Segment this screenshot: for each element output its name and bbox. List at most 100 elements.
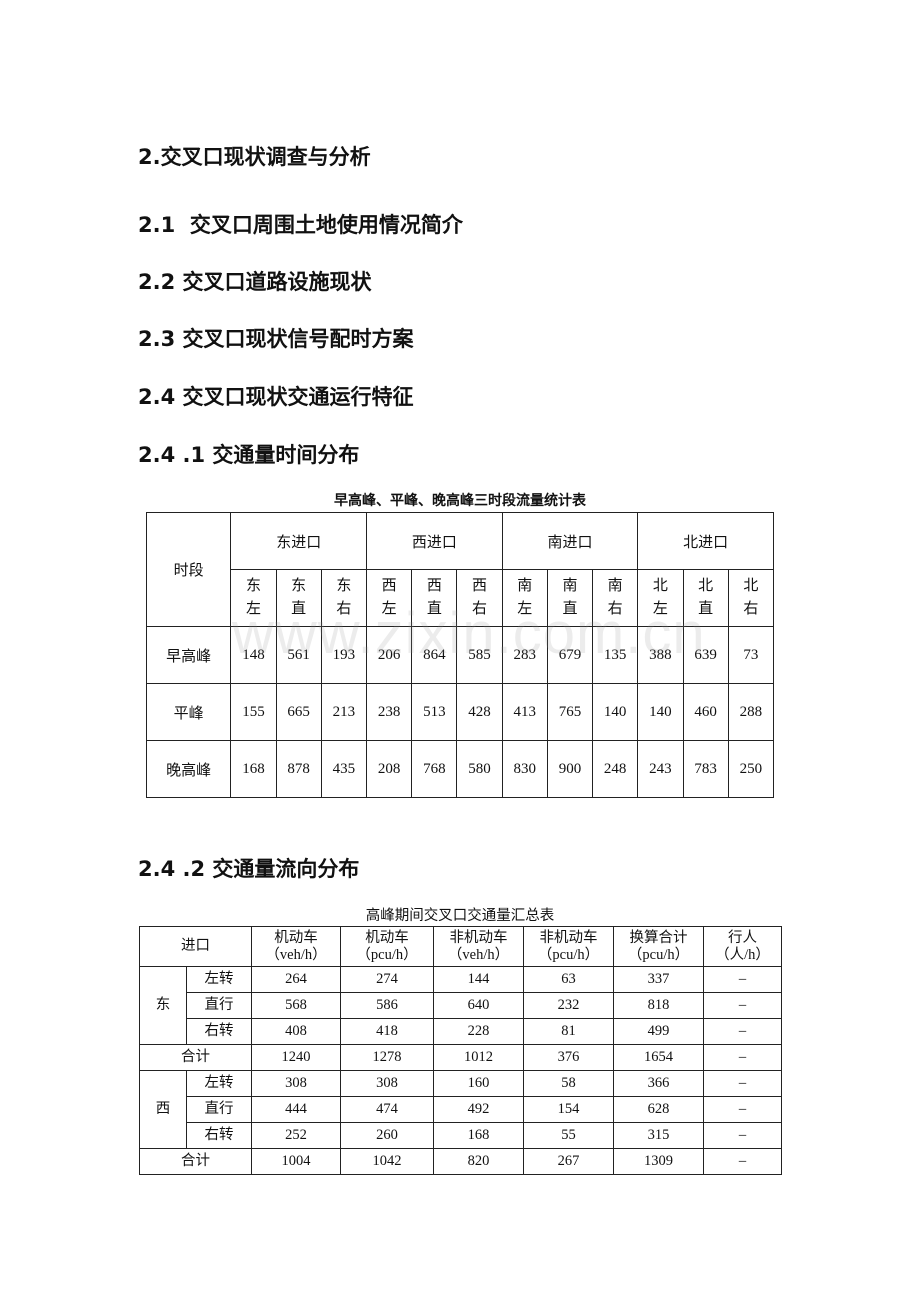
subcolumn-header: 东右	[320, 569, 368, 627]
subcolumn-label: 直	[562, 601, 578, 617]
column-label: （veh/h）	[447, 946, 510, 963]
value-cell: 248	[592, 740, 639, 798]
value-cell: 63	[523, 966, 614, 993]
table2-caption: 高峰期间交叉口交通量汇总表	[365, 908, 555, 924]
value-cell: 444	[251, 1096, 341, 1123]
group-header: 北进口	[637, 512, 774, 570]
value-cell: 428	[456, 683, 503, 741]
subcolumn-label: 北	[698, 578, 714, 594]
value-cell: 274	[340, 966, 434, 993]
value-cell: 460	[682, 683, 729, 741]
column-label: （veh/h）	[265, 946, 327, 963]
value-cell: 206	[366, 626, 413, 684]
column-label: （pcu/h）	[537, 946, 600, 963]
subcolumn-label: 直	[291, 601, 307, 617]
subcolumn-label: 北	[652, 578, 668, 594]
table-row: 早高峰 148 561 193 206 864 585 283 679 135 388 639 73	[145, 626, 775, 684]
value-cell: 878	[275, 740, 322, 798]
value-cell: 864	[411, 626, 458, 684]
value-cell: 238	[366, 683, 413, 741]
direction-label: 右转	[186, 1018, 252, 1045]
value-cell: –	[703, 1122, 782, 1149]
subcolumn-label: 右	[472, 601, 488, 617]
value-cell: 135	[592, 626, 639, 684]
total-cell: 1012	[433, 1044, 524, 1071]
total-label: 合计	[139, 1148, 252, 1175]
value-cell: 140	[592, 683, 639, 741]
value-cell: 640	[433, 992, 524, 1019]
value-cell: 474	[340, 1096, 434, 1123]
column-header: 换算合计 （pcu/h）	[613, 926, 704, 967]
subcolumn-header: 北直	[682, 569, 729, 627]
subcolumn-label: 东	[291, 578, 307, 594]
value-cell: 252	[251, 1122, 341, 1149]
value-cell: 208	[366, 740, 413, 798]
value-cell: 679	[546, 626, 594, 684]
value-cell: 288	[727, 683, 775, 741]
value-cell: 73	[727, 626, 775, 684]
value-cell: 81	[523, 1018, 614, 1045]
value-cell: 232	[523, 992, 614, 1019]
value-cell: 168	[230, 740, 277, 798]
peak-volume-summary-table: 进口 机动车 （veh/h） 机动车 （pcu/h） 非机动车 （veh/h） 非机动车 （pc…	[139, 926, 782, 1175]
heading-2-4: 2.4 交叉口现状交通运行特征	[138, 385, 414, 409]
subcolumn-label: 南	[517, 578, 533, 594]
value-cell: 144	[433, 966, 524, 993]
value-cell: 568	[251, 992, 341, 1019]
column-label: （人/h）	[715, 946, 770, 963]
value-cell: 586	[340, 992, 434, 1019]
value-cell: 366	[613, 1070, 704, 1097]
value-cell: 435	[320, 740, 368, 798]
value-cell: 154	[523, 1096, 614, 1123]
value-cell: 665	[275, 683, 322, 741]
value-cell: 308	[251, 1070, 341, 1097]
table-row: 右转 408 418 228 81 499–	[140, 1018, 782, 1045]
value-cell: 55	[523, 1122, 614, 1149]
column-label: 非机动车	[539, 929, 598, 946]
value-cell: –	[703, 1018, 782, 1045]
value-cell: 315	[613, 1122, 704, 1149]
subcolumn-label: 右	[607, 601, 623, 617]
column-label: 机动车	[365, 929, 409, 946]
table-row: 右转 252 260 168 55 315–	[140, 1122, 782, 1149]
subcolumn-label: 直	[698, 601, 714, 617]
subcolumn-header: 北右	[727, 569, 775, 627]
value-cell: 418	[340, 1018, 434, 1045]
value-cell: 768	[411, 740, 458, 798]
subcolumn-header: 东左	[230, 569, 277, 627]
subcolumn-label: 右	[336, 601, 352, 617]
column-label: （pcu/h）	[356, 946, 418, 963]
direction-label: 左转	[186, 1070, 252, 1097]
value-cell: 155	[230, 683, 277, 741]
column-label: 换算合计	[629, 929, 688, 946]
total-cell: –	[703, 1044, 782, 1071]
column-header: 机动车 （pcu/h）	[340, 926, 434, 967]
column-label: （pcu/h）	[627, 946, 690, 963]
group-header: 东进口	[230, 512, 368, 570]
subcolumn-label: 西	[472, 578, 488, 594]
subcolumn-label: 西	[426, 578, 442, 594]
value-cell: 408	[251, 1018, 341, 1045]
value-cell: 783	[682, 740, 729, 798]
subcolumn-label: 左	[381, 601, 397, 617]
value-cell: 308	[340, 1070, 434, 1097]
total-cell: 1654	[613, 1044, 704, 1071]
direction-label: 直行	[186, 1096, 252, 1123]
value-cell: –	[703, 1096, 782, 1123]
total-cell: 376	[523, 1044, 614, 1071]
heading-2-4-2: 2.4 .2 交通量流向分布	[138, 857, 360, 881]
heading-2-4-1: 2.4 .1 交通量时间分布	[138, 443, 360, 467]
group-header: 西进口	[366, 512, 503, 570]
total-cell: 1309	[613, 1148, 704, 1175]
table-row: 直行 568 586 640 232 818–	[140, 992, 782, 1019]
value-cell: 818	[613, 992, 704, 1019]
column-header: 非机动车 （pcu/h）	[523, 926, 614, 967]
heading-2: 2.交叉口现状调查与分析	[138, 145, 371, 169]
value-cell: 264	[251, 966, 341, 993]
value-cell: 388	[637, 626, 684, 684]
subcolumn-label: 东	[245, 578, 261, 594]
subcolumn-header: 南左	[501, 569, 548, 627]
column-label: 机动车	[274, 929, 318, 946]
value-cell: 213	[320, 683, 368, 741]
total-row: 合计 1004 1042 820 267 1309–	[139, 1148, 782, 1175]
